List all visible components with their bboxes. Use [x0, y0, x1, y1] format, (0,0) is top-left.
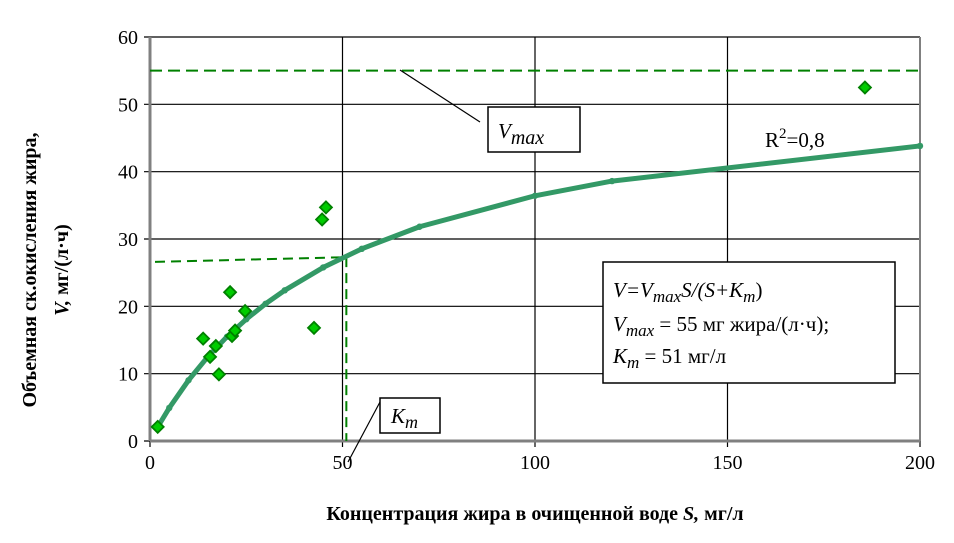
- y-tick-label: 50: [118, 94, 138, 116]
- x-tick-label: 50: [333, 452, 353, 474]
- y-tick-label: 10: [118, 364, 138, 386]
- tick-labels: 0 10 20 30 40 50 60 0 50 100 150 200: [118, 27, 935, 474]
- y-tick-label: 20: [118, 296, 138, 318]
- reference-lines: [150, 69, 920, 441]
- data-point: [211, 367, 227, 382]
- km-label-box: [379, 397, 441, 434]
- data-point: [318, 200, 334, 215]
- fit-curve-point: [358, 245, 365, 253]
- vmax-label-box: [487, 106, 581, 153]
- formula-line-3: Km = 51 мг/л: [612, 344, 726, 372]
- y-axis-label-line-1: Объемная ск.окисления жира,: [19, 133, 41, 408]
- data-point: [222, 284, 238, 300]
- r2-label: R2=0,8: [765, 126, 825, 152]
- x-axis-label: Концентрация жира в очищенной воде S, мг…: [326, 503, 743, 525]
- x-tick-label: 200: [905, 452, 935, 474]
- km-horizontal-dashed-line: [154, 256, 347, 263]
- x-tick-label: 150: [713, 452, 743, 474]
- fit-curve-point: [166, 404, 173, 412]
- km-label: Km: [390, 404, 418, 432]
- fit-curve-point: [262, 300, 269, 308]
- fit-curve-point: [185, 377, 192, 384]
- fit-curve-point: [281, 287, 288, 294]
- data-point: [306, 320, 322, 336]
- data-point: [208, 338, 224, 354]
- x-tick-label: 0: [145, 452, 155, 474]
- data-point: [202, 349, 218, 365]
- formula-line-2: Vmax = 55 мг жира/(л·ч);: [613, 312, 829, 340]
- y-tick-label: 30: [118, 229, 138, 251]
- fit-curve-line: [155, 143, 921, 429]
- grid: [144, 36, 921, 447]
- data-point: [237, 303, 253, 319]
- data-point: [314, 212, 330, 227]
- km-leader-line: [347, 401, 381, 463]
- data-point: [857, 80, 873, 95]
- formula-box: [602, 261, 896, 384]
- x-tick-label: 100: [520, 452, 550, 474]
- y-tick-label: 60: [118, 27, 138, 49]
- vmax-label: Vmax: [498, 119, 544, 149]
- y-axis-label-line-2: V, мг/(л·ч): [51, 224, 73, 316]
- data-points: [150, 80, 873, 435]
- y-tick-label: 0: [128, 431, 138, 453]
- data-point: [227, 323, 243, 338]
- fit-curve-point: [608, 177, 616, 185]
- y-tick-label: 40: [118, 162, 138, 184]
- vmax-leader-line: [399, 69, 481, 123]
- fit-curve-point: [531, 192, 539, 199]
- fit-curve-point: [320, 264, 327, 271]
- data-point: [195, 331, 211, 346]
- data-point: [150, 419, 165, 435]
- fit-curve-point: [416, 223, 423, 230]
- fit-curve-point: [916, 142, 924, 150]
- formula-line-1: V=VmaxS/(S+Km): [613, 278, 762, 306]
